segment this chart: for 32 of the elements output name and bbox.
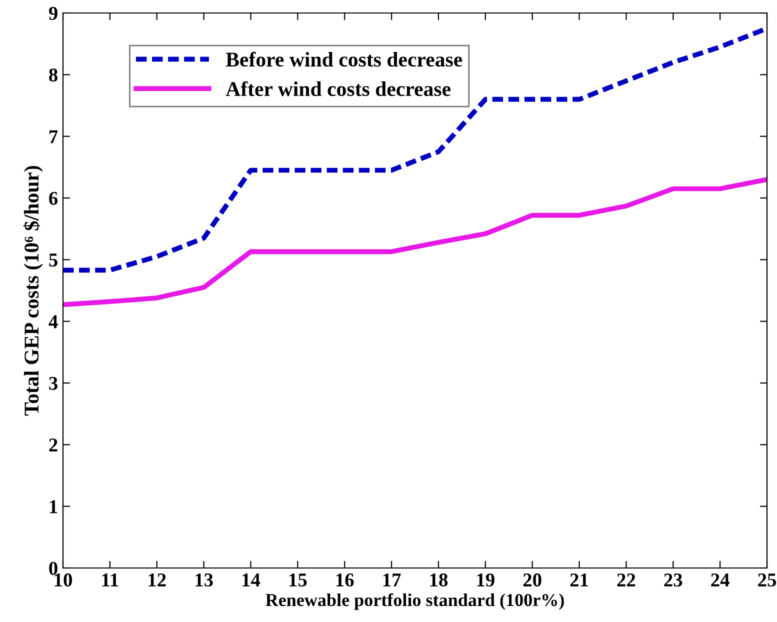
x-tick-label: 17 bbox=[383, 574, 401, 586]
x-tick-label: 20 bbox=[523, 573, 542, 587]
x-tick-label: 10 bbox=[54, 573, 72, 587]
y-tick-label: 1 bbox=[50, 500, 58, 514]
x-tick-label: 18 bbox=[430, 573, 448, 587]
y-tick-label: 9 bbox=[48, 6, 58, 20]
x-tick-label: 16 bbox=[336, 573, 354, 587]
y-tick-label: 2 bbox=[49, 438, 58, 452]
x-tick-label: 24 bbox=[711, 573, 730, 586]
line-series bbox=[63, 26, 767, 273]
x-tick-label: 15 bbox=[290, 574, 307, 587]
x-tick-label: 19 bbox=[477, 573, 494, 587]
x-tick-label: 21 bbox=[570, 573, 588, 586]
y-tick-label: 7 bbox=[50, 130, 58, 144]
line-series bbox=[63, 177, 767, 308]
y-tick-label: 0 bbox=[49, 562, 58, 575]
x-tick-label: 22 bbox=[617, 573, 636, 586]
x-tick-label: 13 bbox=[196, 573, 213, 587]
legend-label: Before wind costs decrease bbox=[226, 52, 462, 67]
legend-label: After wind costs decrease bbox=[226, 81, 451, 96]
x-tick-label: 12 bbox=[148, 573, 166, 586]
y-axis-title: Total GEP costs (10⁶ $/hour) bbox=[23, 166, 43, 416]
x-axis-title: Renewable portfolio standard (100r%) bbox=[266, 593, 564, 610]
x-tick-label: 11 bbox=[102, 574, 118, 586]
y-tick-label: 4 bbox=[48, 315, 58, 328]
y-tick-label: 5 bbox=[49, 254, 58, 267]
x-tick-label: 25 bbox=[758, 573, 776, 587]
x-tick-label: 14 bbox=[242, 574, 260, 586]
y-tick-label: 6 bbox=[49, 192, 58, 205]
y-tick-label: 8 bbox=[49, 68, 58, 82]
y-tick-label: 3 bbox=[49, 376, 58, 390]
x-tick-label: 23 bbox=[664, 573, 682, 587]
